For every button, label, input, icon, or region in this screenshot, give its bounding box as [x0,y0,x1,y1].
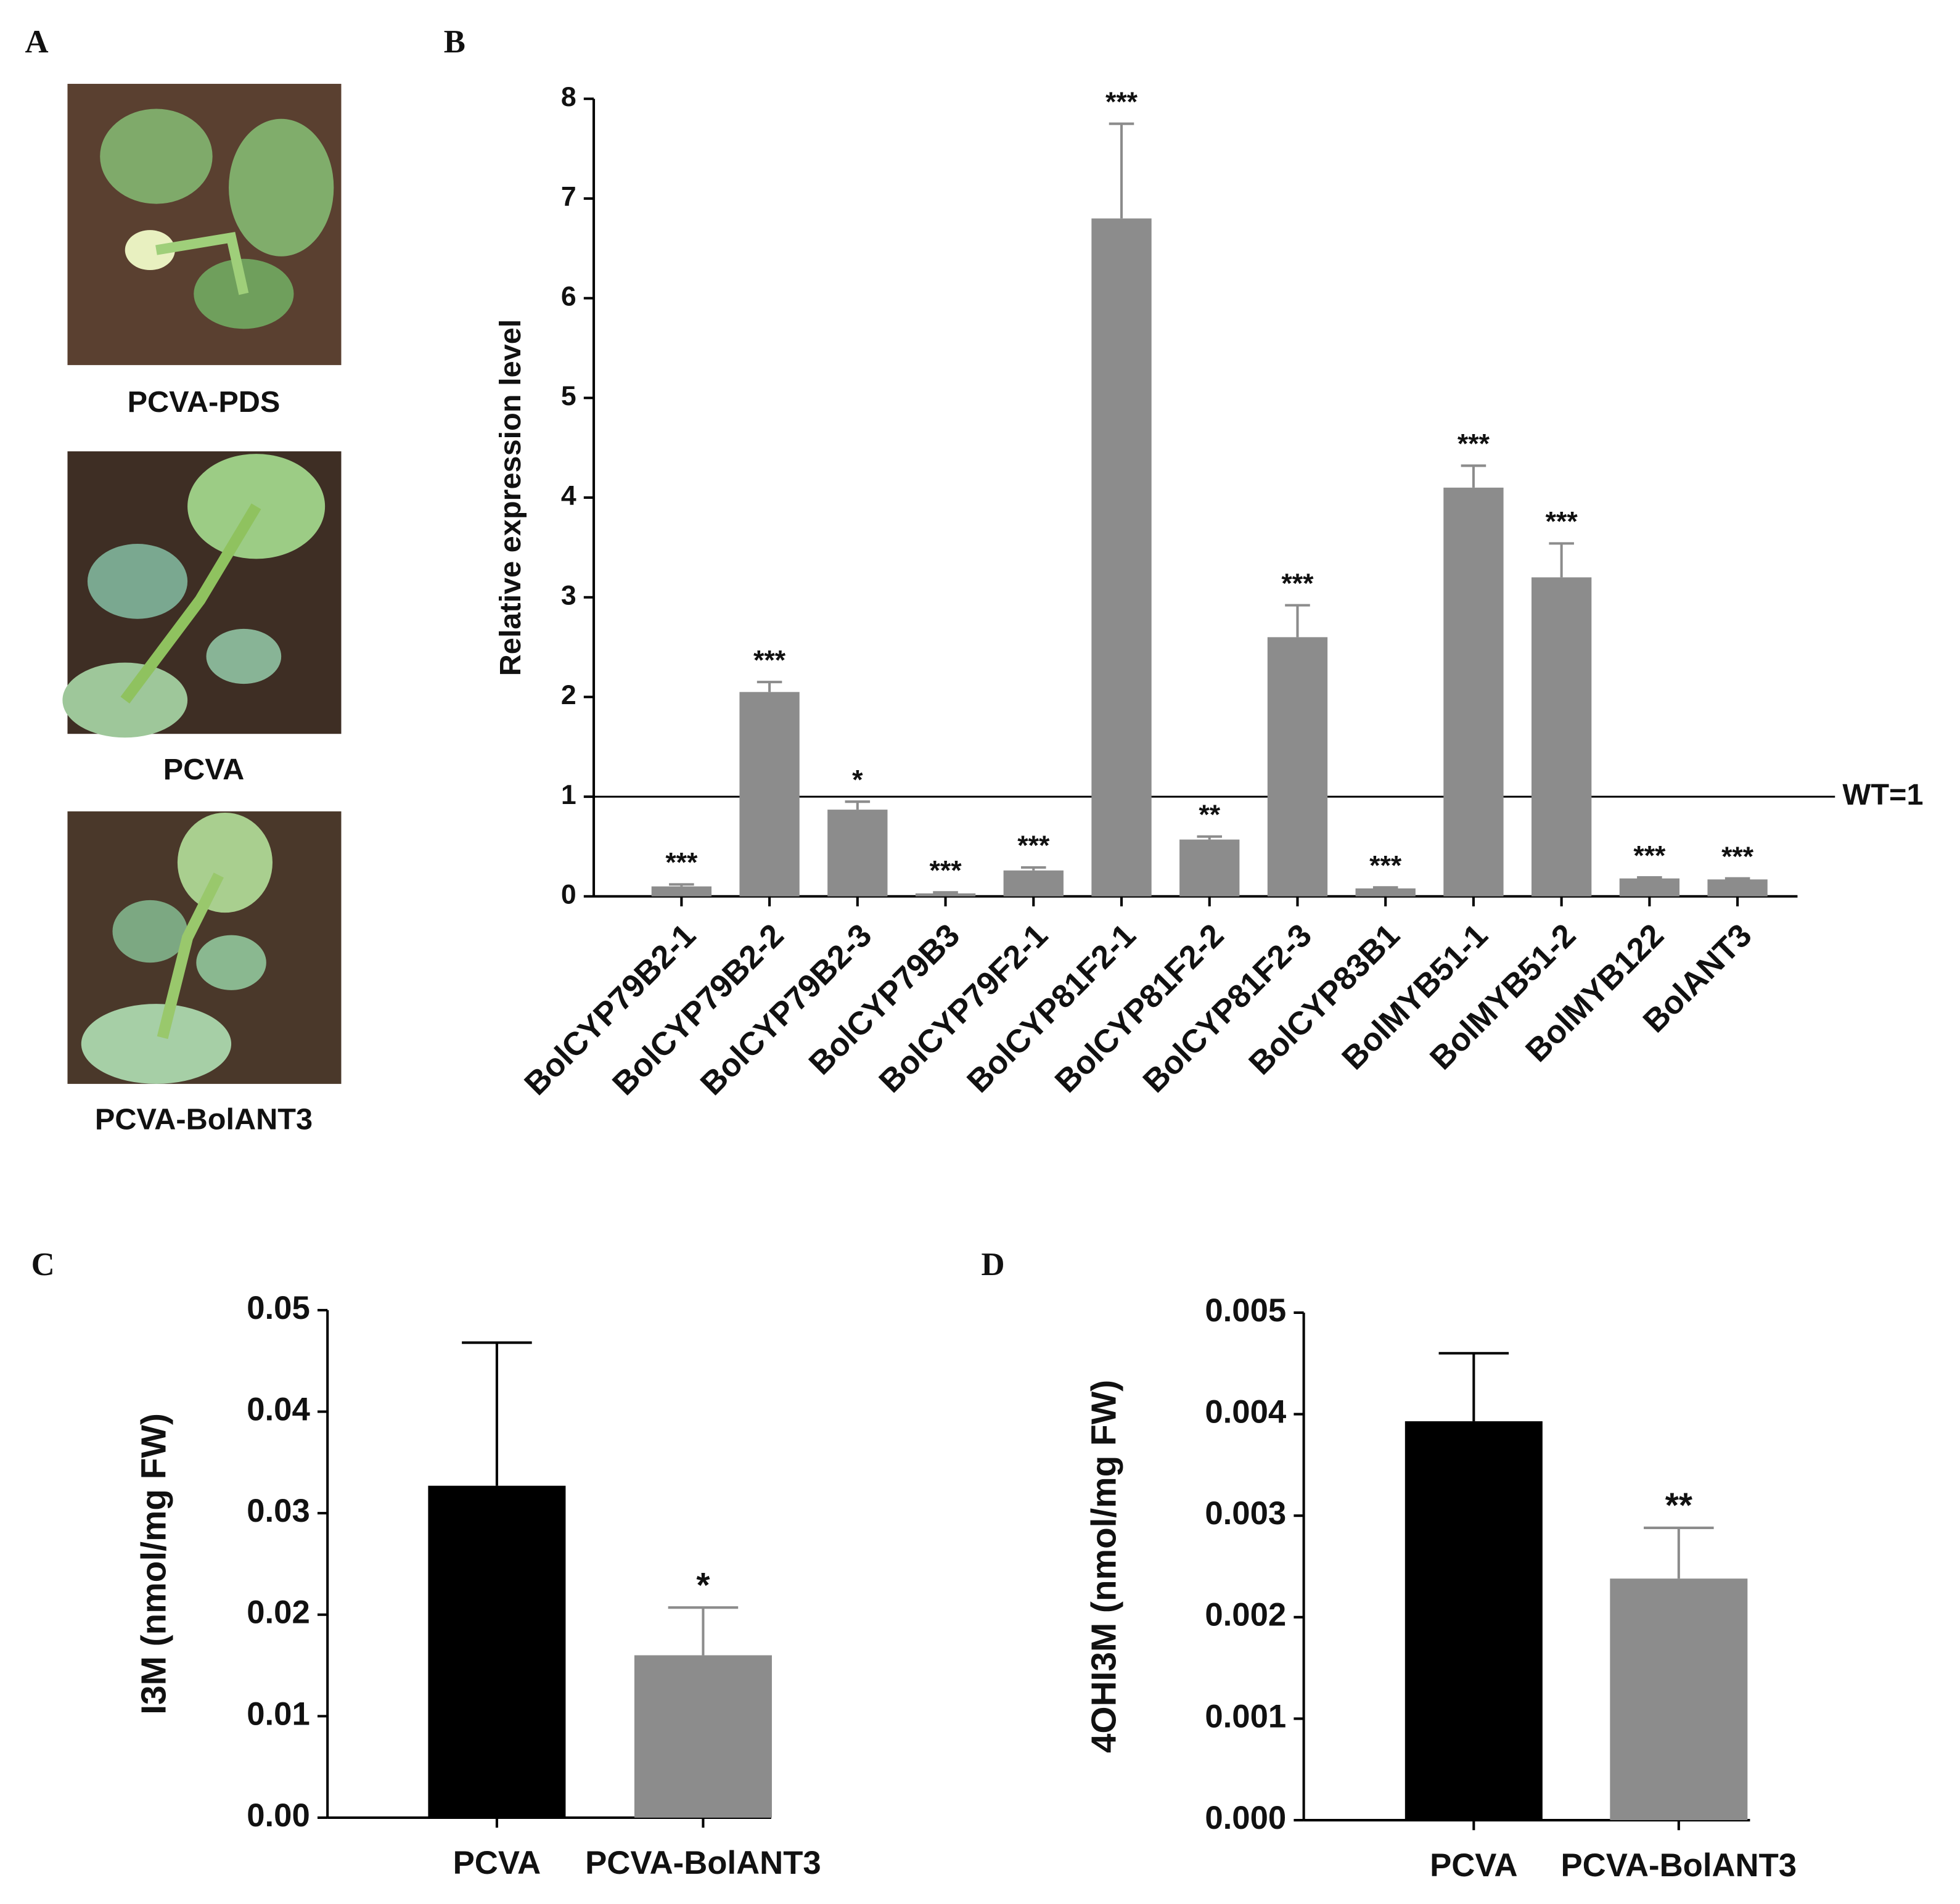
significance: *** [1458,429,1490,459]
significance: *** [1546,507,1578,537]
significance: * [852,765,863,795]
bar [1355,888,1416,897]
bar [634,1655,772,1818]
bar [1267,637,1328,897]
significance: *** [1721,842,1754,872]
significance: *** [1633,840,1666,871]
y-tick-label: 0.005 [1205,1292,1286,1329]
bar [1091,218,1152,897]
y-tick-label: 0.02 [247,1594,310,1631]
significance: *** [753,645,786,675]
y-tick-label: 7 [561,182,576,212]
significance: *** [930,856,962,886]
bar [1610,1578,1748,1821]
bar [1443,487,1504,897]
panel-label: B [444,24,465,60]
y-tick-label: 0.001 [1205,1698,1286,1734]
y-tick-label: 1 [561,780,576,810]
y-tick-label: 3 [561,580,576,610]
x-tick-label: PCVA-BolANT3 [1561,1847,1797,1884]
y-tick-label: 0.01 [247,1696,310,1732]
y-tick-label: 0.002 [1205,1597,1286,1633]
y-axis-label: Relative expression level [494,319,527,676]
y-tick-label: 0.05 [247,1290,310,1326]
bar [1404,1421,1543,1821]
y-tick-label: 0.03 [247,1493,310,1529]
bar [1619,878,1680,897]
bar [1179,839,1240,897]
bar [428,1485,566,1818]
y-tick-label: 8 [561,82,576,112]
bar [1531,577,1592,897]
y-tick-label: 6 [561,281,576,311]
significance: *** [1369,851,1402,881]
y-tick-label: 0 [561,880,576,910]
y-tick-label: 0.00 [247,1797,310,1834]
bar [827,810,888,897]
significance: ** [1665,1486,1693,1525]
bar [1707,879,1768,897]
y-axis-label: 4OHI3M (nmol/mg FW) [1085,1380,1123,1753]
photo [62,451,342,738]
panel-label: A [25,24,49,60]
significance: *** [1281,568,1314,599]
y-tick-label: 0.004 [1205,1393,1287,1430]
photo [67,83,342,366]
y-tick-label: 4 [561,481,576,511]
significance: *** [665,848,698,878]
photo-caption: PCVA-BolANT3 [95,1103,313,1136]
x-tick-label: BolCYP79B3 [802,917,967,1081]
photo-caption: PCVA-PDS [128,385,281,419]
significance: *** [1105,87,1138,117]
photo [67,811,342,1084]
y-tick-label: 0.000 [1205,1800,1286,1836]
panel-label: C [31,1247,55,1282]
y-tick-label: 0.003 [1205,1495,1286,1532]
x-tick-label: PCVA [1430,1847,1518,1884]
bar [651,886,712,897]
bar [1003,870,1064,897]
significance: * [696,1566,710,1605]
x-tick-label: PCVA-BolANT3 [585,1845,821,1881]
x-tick-label: BolCYP83B1 [1242,917,1406,1081]
significance: ** [1199,800,1220,830]
y-tick-label: 2 [561,680,576,710]
bar [739,692,800,897]
bar [915,893,976,897]
x-tick-label: PCVA [453,1845,541,1881]
significance: *** [1017,831,1050,861]
photo-caption: PCVA [163,753,245,786]
y-tick-label: 5 [561,381,576,411]
y-tick-label: 0.04 [247,1391,310,1427]
y-axis-label: I3M (nmol/mg FW) [134,1413,173,1715]
panel-label: D [982,1247,1005,1282]
reference-label: WT=1 [1842,778,1923,811]
